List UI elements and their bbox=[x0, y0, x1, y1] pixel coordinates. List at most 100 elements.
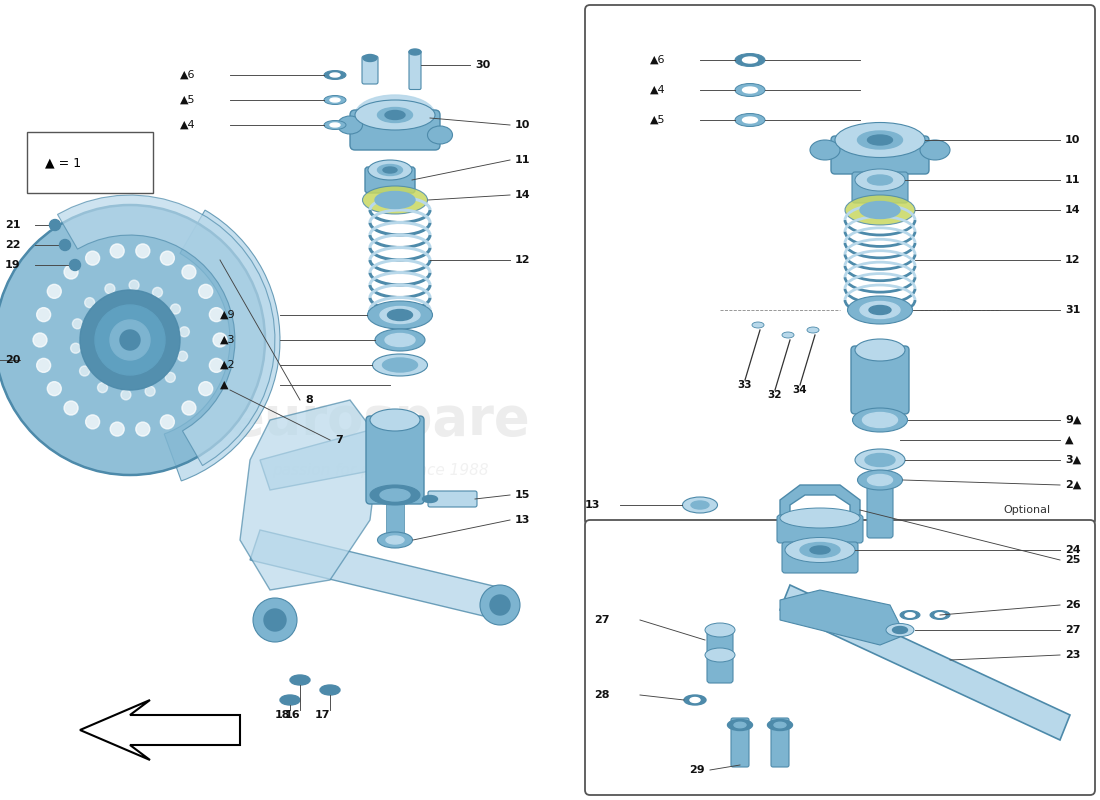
Circle shape bbox=[161, 251, 175, 265]
Ellipse shape bbox=[742, 117, 758, 123]
Circle shape bbox=[70, 343, 80, 354]
Text: 14: 14 bbox=[1065, 205, 1080, 215]
Ellipse shape bbox=[383, 358, 418, 372]
Polygon shape bbox=[780, 485, 860, 520]
Circle shape bbox=[98, 382, 108, 393]
FancyBboxPatch shape bbox=[585, 520, 1094, 795]
Ellipse shape bbox=[387, 310, 412, 321]
Text: 29: 29 bbox=[690, 765, 705, 775]
Ellipse shape bbox=[320, 685, 340, 695]
Text: 12: 12 bbox=[1065, 255, 1080, 265]
Text: 14: 14 bbox=[515, 190, 530, 200]
Ellipse shape bbox=[785, 538, 855, 562]
Ellipse shape bbox=[375, 191, 415, 209]
Circle shape bbox=[153, 287, 163, 298]
Text: 7: 7 bbox=[336, 435, 343, 445]
Ellipse shape bbox=[324, 121, 346, 130]
Circle shape bbox=[170, 304, 180, 314]
Ellipse shape bbox=[869, 306, 891, 314]
Ellipse shape bbox=[409, 49, 421, 55]
Text: 21: 21 bbox=[6, 220, 21, 230]
Text: ▲ = 1: ▲ = 1 bbox=[45, 157, 81, 170]
Ellipse shape bbox=[734, 722, 746, 728]
Circle shape bbox=[64, 401, 78, 415]
Ellipse shape bbox=[886, 623, 914, 637]
Text: ▲4: ▲4 bbox=[180, 120, 196, 130]
Text: 27: 27 bbox=[594, 615, 610, 625]
Text: 13: 13 bbox=[584, 500, 600, 510]
Circle shape bbox=[209, 358, 223, 372]
Ellipse shape bbox=[379, 306, 420, 323]
Text: passion for parts since 1988: passion for parts since 1988 bbox=[272, 462, 488, 478]
Ellipse shape bbox=[727, 719, 752, 730]
Ellipse shape bbox=[422, 495, 438, 502]
Text: ▲5: ▲5 bbox=[180, 95, 196, 105]
Ellipse shape bbox=[892, 626, 907, 634]
Text: ▲9: ▲9 bbox=[220, 310, 235, 320]
Circle shape bbox=[104, 284, 114, 294]
Text: 32: 32 bbox=[768, 390, 782, 400]
FancyBboxPatch shape bbox=[28, 132, 153, 193]
Ellipse shape bbox=[375, 329, 425, 351]
Text: ▲: ▲ bbox=[220, 380, 229, 390]
FancyBboxPatch shape bbox=[771, 718, 789, 767]
Text: 27: 27 bbox=[1065, 625, 1080, 635]
Circle shape bbox=[110, 422, 124, 436]
Circle shape bbox=[86, 251, 100, 265]
Ellipse shape bbox=[752, 322, 764, 328]
Circle shape bbox=[73, 319, 82, 329]
Text: eurospare: eurospare bbox=[229, 394, 531, 446]
Ellipse shape bbox=[367, 301, 432, 329]
Text: 33: 33 bbox=[738, 380, 752, 390]
Ellipse shape bbox=[383, 167, 397, 173]
Polygon shape bbox=[250, 530, 510, 620]
Ellipse shape bbox=[690, 698, 700, 702]
Text: 11: 11 bbox=[515, 155, 530, 165]
Circle shape bbox=[480, 585, 520, 625]
Ellipse shape bbox=[742, 57, 758, 63]
FancyBboxPatch shape bbox=[350, 110, 440, 150]
Ellipse shape bbox=[324, 95, 346, 105]
Circle shape bbox=[110, 244, 124, 258]
Circle shape bbox=[36, 358, 51, 372]
Ellipse shape bbox=[363, 54, 377, 62]
Ellipse shape bbox=[860, 302, 900, 318]
Ellipse shape bbox=[705, 648, 735, 662]
FancyBboxPatch shape bbox=[707, 627, 733, 683]
Ellipse shape bbox=[735, 54, 764, 66]
Text: 15: 15 bbox=[515, 490, 530, 500]
Ellipse shape bbox=[852, 408, 907, 432]
Ellipse shape bbox=[370, 409, 420, 431]
Circle shape bbox=[177, 351, 188, 361]
Ellipse shape bbox=[705, 623, 735, 637]
Ellipse shape bbox=[377, 107, 412, 122]
Ellipse shape bbox=[858, 470, 902, 490]
FancyBboxPatch shape bbox=[852, 172, 907, 203]
Polygon shape bbox=[260, 430, 390, 490]
Circle shape bbox=[86, 415, 100, 429]
Text: 26: 26 bbox=[1065, 600, 1080, 610]
Ellipse shape bbox=[780, 508, 860, 528]
Ellipse shape bbox=[330, 73, 340, 77]
Ellipse shape bbox=[810, 140, 840, 160]
Ellipse shape bbox=[373, 354, 428, 376]
Ellipse shape bbox=[768, 719, 792, 730]
Circle shape bbox=[36, 308, 51, 322]
FancyBboxPatch shape bbox=[777, 515, 864, 543]
Ellipse shape bbox=[835, 122, 925, 158]
Text: ▲6: ▲6 bbox=[180, 70, 196, 80]
Circle shape bbox=[85, 298, 95, 308]
Ellipse shape bbox=[355, 95, 434, 135]
Ellipse shape bbox=[935, 613, 945, 618]
Circle shape bbox=[182, 401, 196, 415]
Text: ▲3: ▲3 bbox=[220, 335, 235, 345]
Circle shape bbox=[209, 308, 223, 322]
Circle shape bbox=[50, 219, 60, 230]
Ellipse shape bbox=[800, 542, 840, 558]
Ellipse shape bbox=[684, 695, 706, 705]
Circle shape bbox=[47, 382, 62, 396]
Circle shape bbox=[253, 598, 297, 642]
Circle shape bbox=[135, 244, 150, 258]
FancyBboxPatch shape bbox=[409, 50, 421, 90]
Ellipse shape bbox=[280, 695, 300, 705]
